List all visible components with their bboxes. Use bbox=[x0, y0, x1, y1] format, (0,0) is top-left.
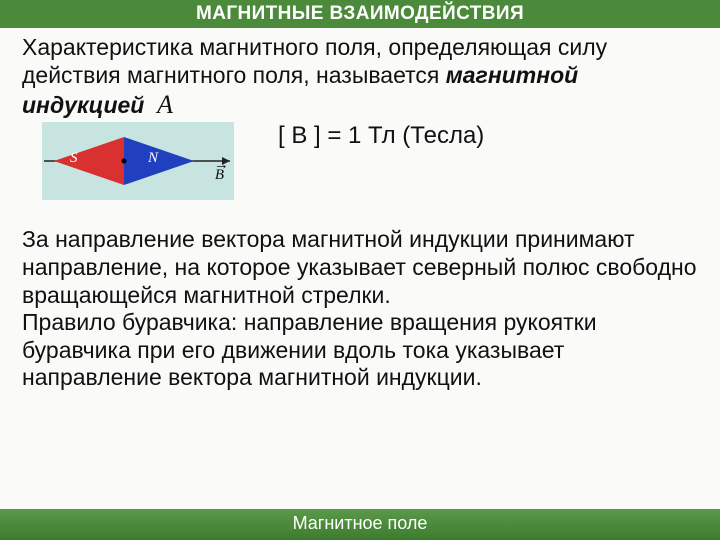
unit-expression: [ B ] = 1 Тл (Тесла) bbox=[278, 122, 484, 150]
header-title: МАГНИТНЫЕ ВЗАИМОДЕЙСТВИЯ bbox=[196, 3, 524, 24]
paragraph-1: Характеристика магнитного поля, определя… bbox=[22, 34, 698, 120]
footer-title: Магнитное поле bbox=[293, 513, 428, 533]
north-label: N bbox=[148, 150, 158, 167]
north-pole bbox=[124, 137, 194, 185]
magnet-needle-diagram: S N →B bbox=[42, 122, 234, 200]
slide-header: МАГНИТНЫЕ ВЗАИМОДЕЙСТВИЯ bbox=[0, 0, 720, 28]
para2-text: За направление вектора магнитной индукци… bbox=[22, 226, 697, 390]
south-label: S bbox=[70, 150, 78, 167]
slide-content: Характеристика магнитного поля, определя… bbox=[0, 28, 720, 396]
diagram-unit-row: S N →B [ B ] = 1 Тл (Тесла) bbox=[22, 122, 698, 200]
paragraph-2: За направление вектора магнитной индукци… bbox=[22, 226, 698, 392]
symbol-A: A bbox=[157, 90, 173, 119]
slide-footer: Магнитное поле bbox=[0, 509, 720, 540]
pivot-dot bbox=[122, 159, 127, 164]
south-pole bbox=[54, 137, 124, 185]
vector-B-label: →B bbox=[215, 167, 224, 184]
